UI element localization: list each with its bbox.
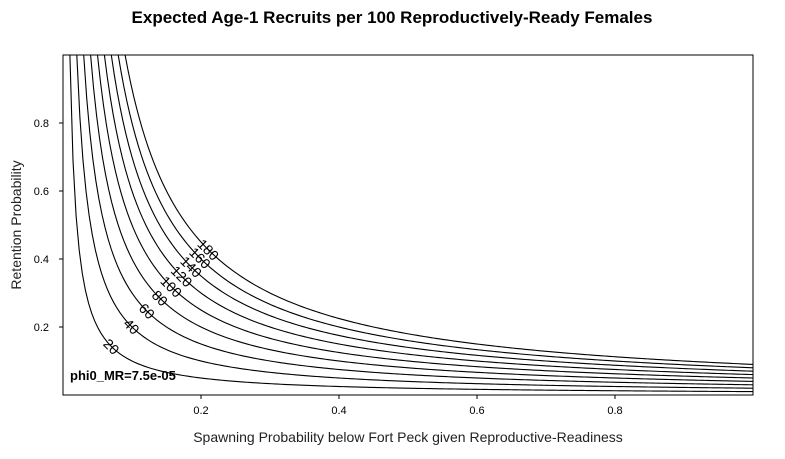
contour-line-100	[96, 55, 753, 379]
contour-line-60	[83, 55, 753, 386]
y-axis-label: Retention Probability	[8, 160, 24, 289]
y-tick-label: 0.4	[34, 254, 49, 266]
chart-title: Expected Age-1 Recruits per 100 Reproduc…	[132, 8, 653, 27]
phi0-annotation: phi0_MR=7.5e-05	[70, 368, 176, 383]
contour-line-160	[117, 55, 753, 369]
y-tick-label: 0.6	[34, 186, 49, 198]
contour-line-20	[69, 55, 753, 393]
axis-ticks: 0.2 0.4 0.6 0.8 0.2 0.4 0.6 0.8	[34, 118, 623, 417]
contour-line-140	[110, 55, 753, 372]
contour-line-120	[103, 55, 753, 376]
contour-line-180	[124, 55, 753, 365]
contour-line-80	[90, 55, 753, 382]
x-axis-label: Spawning Probability below Fort Peck giv…	[193, 429, 623, 445]
x-tick-label: 0.8	[607, 405, 622, 417]
y-tick-label: 0.8	[34, 118, 49, 130]
contour-label-40: 40	[120, 315, 142, 337]
y-tick-label: 0.2	[34, 322, 49, 334]
x-tick-label: 0.4	[331, 405, 346, 417]
contour-line-40	[76, 55, 753, 389]
plot-frame	[62, 54, 754, 396]
contour-label-20: 20	[100, 335, 122, 357]
x-tick-label: 0.6	[469, 405, 484, 417]
x-tick-label: 0.2	[193, 405, 208, 417]
